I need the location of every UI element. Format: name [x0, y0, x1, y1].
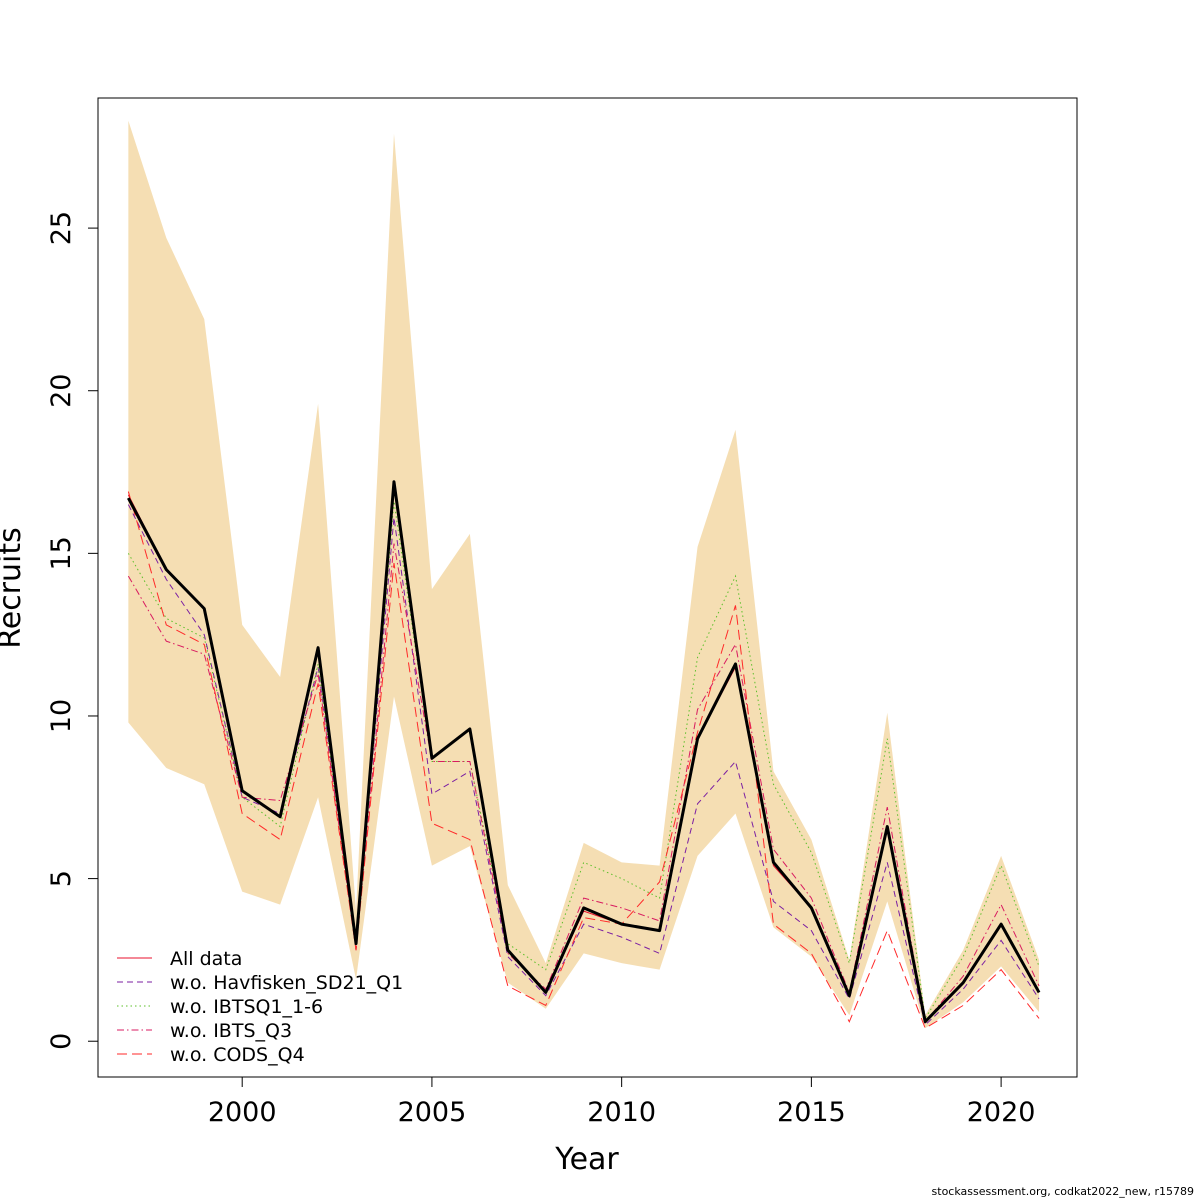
x-tick-label: 2010 — [587, 1097, 656, 1128]
y-tick-label: 0 — [46, 1033, 77, 1050]
legend-label-2: w.o. IBTSQ1_1-6 — [170, 996, 323, 1018]
confidence-band-layer — [128, 120, 1040, 1029]
x-tick-label: 2020 — [967, 1097, 1036, 1128]
series-line-3 — [127, 543, 1040, 1023]
y-axis-title: Recruits — [0, 527, 28, 649]
series-line-1 — [127, 504, 1040, 1026]
x-axis-title: Year — [554, 1142, 619, 1177]
series-line-2 — [127, 501, 1040, 1020]
y-tick-label: 5 — [46, 870, 77, 887]
x-tick-label: 2000 — [208, 1097, 277, 1128]
y-tick-label: 20 — [46, 374, 77, 408]
legend-label-4: w.o. CODS_Q4 — [170, 1044, 305, 1066]
footer-credit: stockassessment.org, codkat2022_new, r15… — [931, 1185, 1194, 1198]
y-tick-label: 15 — [46, 536, 77, 570]
y-tick-label: 10 — [46, 699, 77, 733]
confidence-band — [128, 120, 1040, 1029]
y-axis: 0 5 10 15 20 25 — [46, 211, 99, 1050]
x-tick-label: 2015 — [777, 1097, 846, 1128]
legend-label-3: w.o. IBTS_Q3 — [170, 1020, 292, 1042]
legend-label-0: All data — [170, 948, 242, 970]
y-tick-label: 25 — [46, 211, 77, 245]
main-line — [127, 480, 1041, 1024]
x-tick-label: 2005 — [398, 1097, 467, 1128]
x-axis: 2000 2005 2010 2015 2020 — [208, 1076, 1036, 1128]
legend-label-1: w.o. Havfisken_SD21_Q1 — [170, 972, 403, 994]
main-line-layer — [127, 480, 1041, 1024]
